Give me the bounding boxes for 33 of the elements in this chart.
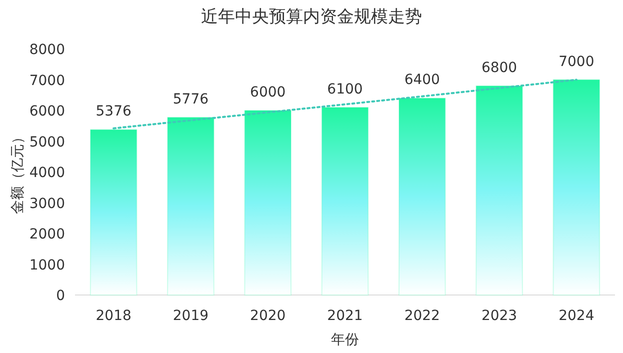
x-tick-label: 2019 xyxy=(172,308,209,324)
y-tick-label: 6000 xyxy=(29,104,65,120)
data-label: 6400 xyxy=(404,72,440,88)
y-tick-label: 4000 xyxy=(29,165,65,181)
y-tick-label: 1000 xyxy=(29,257,65,274)
x-tick-label: 2022 xyxy=(404,308,440,324)
data-label: 5376 xyxy=(96,104,132,120)
bar xyxy=(321,106,369,296)
bar xyxy=(167,116,214,296)
x-tick-label: 2021 xyxy=(327,308,363,324)
bar xyxy=(90,129,138,296)
y-tick-label: 5000 xyxy=(29,134,65,150)
x-tick-label: 2024 xyxy=(558,308,594,324)
chart-title: 近年中央预算内资金规模走势 xyxy=(201,7,422,27)
x-axis-title: 年份 xyxy=(331,332,359,348)
y-tick-label: 7000 xyxy=(29,72,65,89)
y-tick-label: 8000 xyxy=(29,42,65,58)
x-tick-label: 2020 xyxy=(250,308,286,324)
data-label: 7000 xyxy=(558,54,594,70)
bar xyxy=(244,110,292,296)
y-tick-label: 0 xyxy=(56,288,65,304)
bar xyxy=(552,79,600,296)
data-label: 6000 xyxy=(250,84,286,100)
bar xyxy=(398,98,446,296)
y-axis-title: 金额（亿元） xyxy=(10,130,26,214)
x-tick-label: 2018 xyxy=(96,308,132,324)
y-tick-label: 3000 xyxy=(29,196,65,212)
data-label: 5776 xyxy=(172,91,209,108)
data-label: 6100 xyxy=(327,81,363,98)
y-tick-label: 2000 xyxy=(29,226,65,242)
bar xyxy=(476,85,523,296)
data-label: 6800 xyxy=(481,60,518,76)
x-tick-label: 2023 xyxy=(481,308,518,324)
